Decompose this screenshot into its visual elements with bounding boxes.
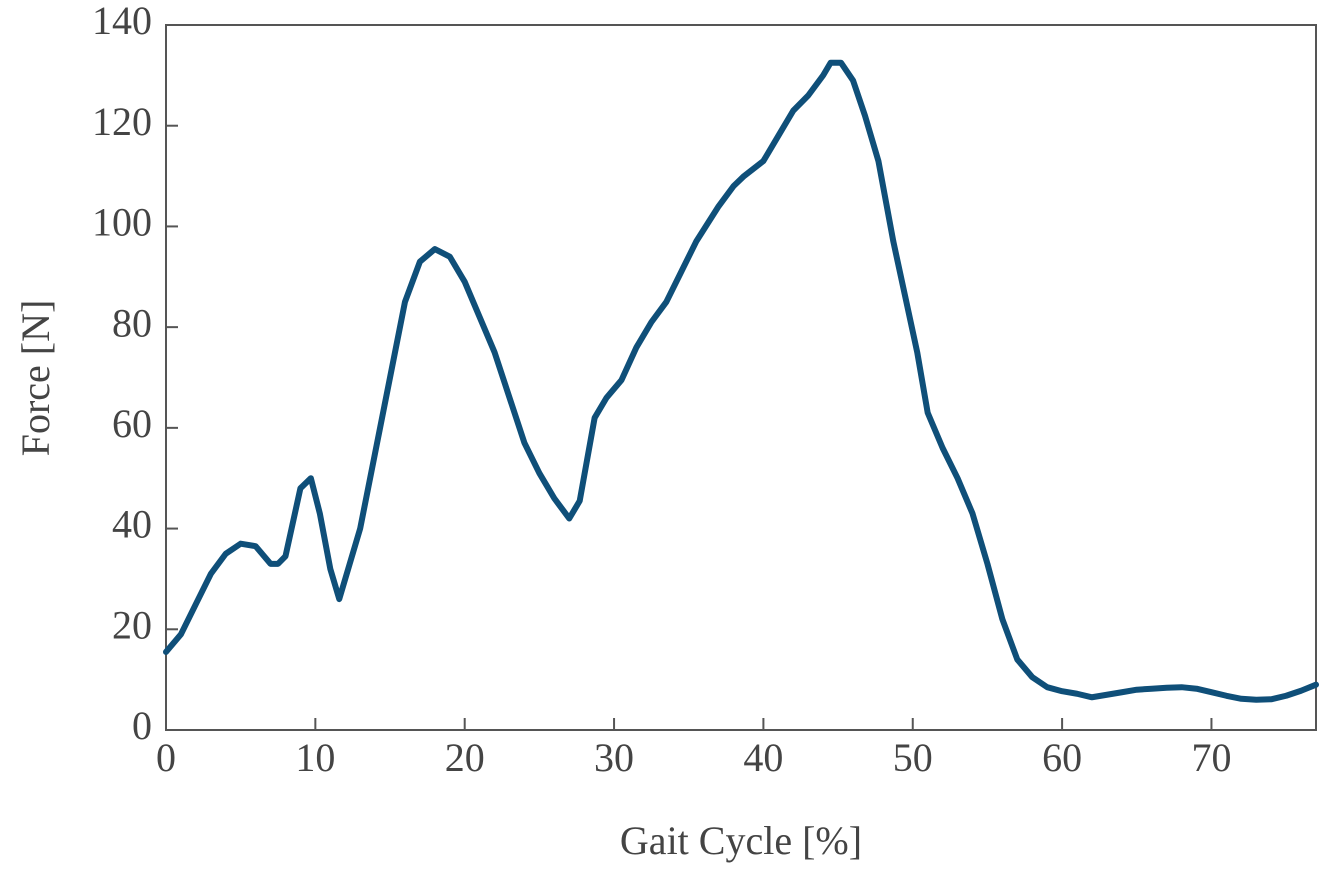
x-axis-label: Gait Cycle [%] [620, 818, 862, 863]
plot-frame [165, 24, 1317, 731]
x-tick-label: 30 [594, 735, 634, 780]
y-tick-label: 40 [112, 502, 152, 547]
x-tick-label: 50 [893, 735, 933, 780]
x-tick-label: 0 [156, 735, 176, 780]
y-tick-label: 0 [132, 703, 152, 748]
y-tick-label: 140 [92, 0, 152, 43]
y-tick-label: 80 [112, 300, 152, 345]
data-line [163, 59, 1319, 703]
y-tick-label: 120 [92, 99, 152, 144]
x-tick-label: 60 [1042, 735, 1082, 780]
x-tick-label: 40 [743, 735, 783, 780]
y-tick-label: 60 [112, 401, 152, 446]
y-axis-label: Force [N] [13, 300, 58, 457]
x-tick-label: 20 [445, 735, 485, 780]
y-tick-label: 20 [112, 602, 152, 647]
x-tick-label: 10 [295, 735, 335, 780]
x-tick-label: 70 [1191, 735, 1231, 780]
y-tick-label: 100 [92, 200, 152, 245]
